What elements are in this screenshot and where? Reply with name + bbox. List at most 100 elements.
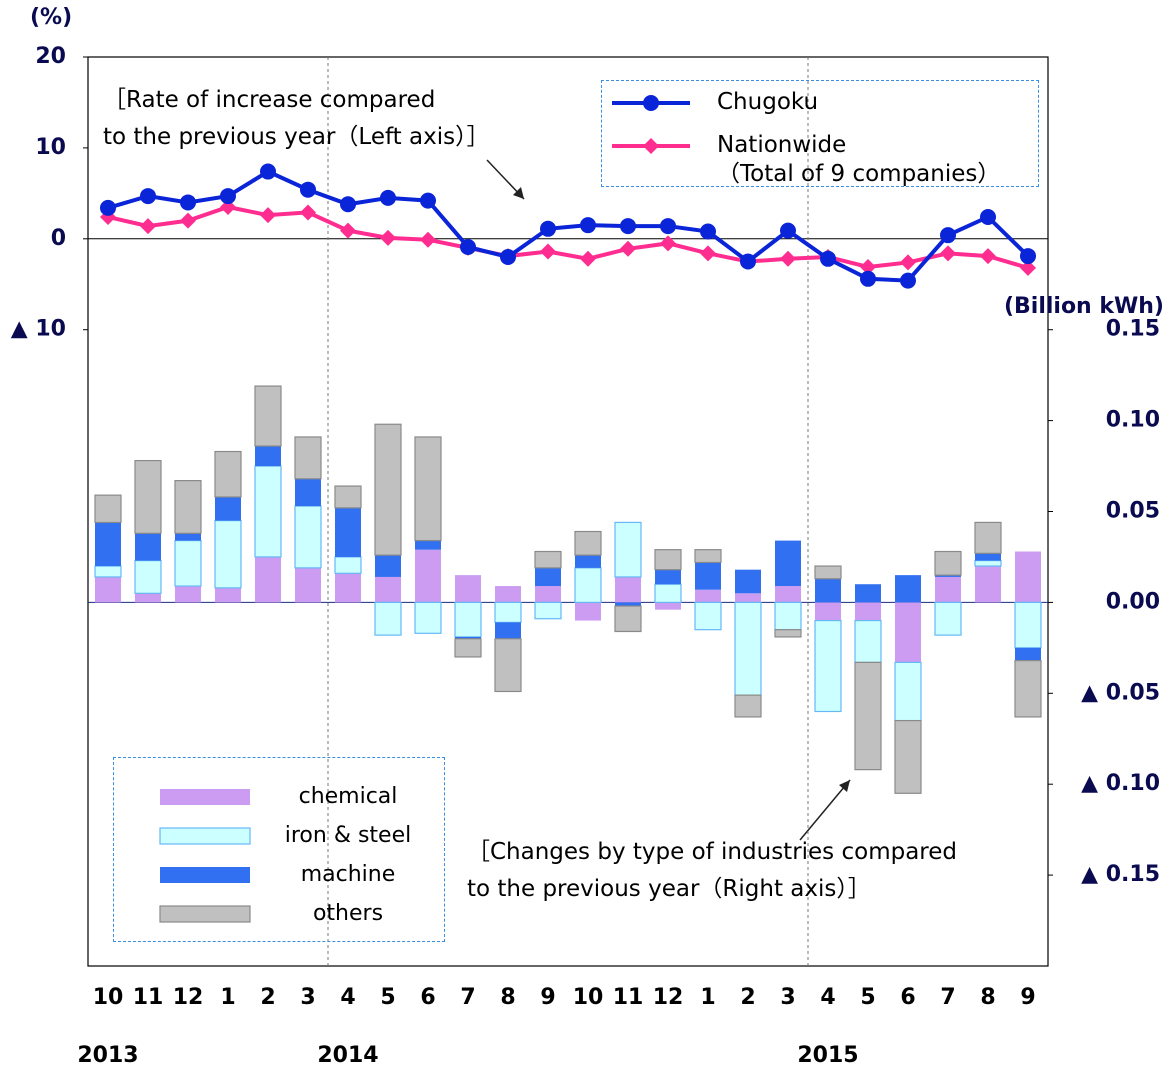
y2-tick-label: ▲ 0.10 [1081, 771, 1160, 796]
x-tick-label: 8 [500, 985, 515, 1010]
x-tick-label: 3 [300, 985, 315, 1010]
x-tick-label: 1 [220, 985, 235, 1010]
bar-segment [814, 619, 842, 713]
bar-segment [654, 549, 682, 571]
legend-label: chemical [299, 784, 398, 809]
x-tick-label: 3 [780, 985, 795, 1010]
bar-segment [934, 550, 962, 576]
y2-tick-label: 0.10 [1106, 408, 1160, 433]
bar-segment [414, 436, 442, 542]
bar-segment [574, 530, 602, 556]
bar-segment [975, 566, 1001, 603]
bar-segment [455, 636, 481, 639]
bar-segment [95, 522, 121, 567]
bar-segment [814, 565, 842, 580]
bar-segment [534, 601, 562, 620]
bar-segment [455, 575, 481, 603]
bar-segment [774, 601, 802, 631]
bar-segment [854, 619, 882, 663]
y2-tick-label: 0.05 [1106, 499, 1160, 524]
line-marker [900, 254, 916, 271]
line-marker [580, 250, 596, 267]
bar-segment [295, 567, 321, 603]
bar-segment [1015, 551, 1041, 603]
x-tick-label: 9 [1020, 985, 1035, 1010]
line-marker [380, 229, 396, 246]
bar-segment [254, 385, 282, 447]
x-tick-label: 6 [420, 985, 435, 1010]
bar-segment [334, 556, 362, 574]
line-marker [140, 218, 156, 235]
bar-segment [815, 602, 841, 621]
line-marker [700, 245, 716, 262]
bar-segment [255, 556, 281, 603]
y-tick-label: 0 [51, 226, 66, 251]
bar-segment [615, 576, 641, 603]
y2-tick-label: ▲ 0.05 [1081, 680, 1160, 705]
line-marker [260, 163, 276, 180]
bar-segment [975, 553, 1001, 561]
bar-segment [974, 559, 1002, 567]
bar-segment [615, 602, 641, 607]
line-marker [620, 218, 636, 235]
line-marker [180, 194, 196, 211]
legend-label: Chugoku [717, 89, 819, 115]
bar-segment [734, 694, 762, 718]
bar-segment [735, 569, 761, 594]
legend-label: iron & steel [285, 823, 412, 848]
line-marker [620, 240, 636, 257]
bar-segment [495, 586, 521, 603]
line-marker [380, 189, 396, 206]
bar-segment [175, 533, 201, 541]
bar-segment [94, 494, 122, 524]
legend-marker [643, 95, 659, 111]
bar-segment [415, 540, 441, 550]
y-tick-label: 20 [35, 44, 66, 69]
line-marker [740, 253, 756, 270]
x-tick-label: 10 [93, 985, 124, 1010]
bar-segment [935, 576, 961, 603]
x-tick-label: 1 [700, 985, 715, 1010]
legend-marker [643, 138, 659, 154]
x-tick-label: 11 [133, 985, 164, 1010]
bar-segment [1014, 659, 1042, 718]
legend-label: others [313, 901, 383, 926]
x-tick-label: 7 [940, 985, 955, 1010]
y-tick-label: 10 [35, 135, 66, 160]
bar-segment [695, 562, 721, 590]
bar-segment [335, 573, 361, 603]
line-marker [940, 227, 956, 244]
x-tick-label: 4 [820, 985, 835, 1010]
line-marker [860, 258, 876, 275]
y-axis-unit: (%) [30, 5, 72, 30]
line-marker [1020, 259, 1036, 276]
bar-segment [894, 661, 922, 722]
legend-label: machine [301, 862, 396, 887]
bar-segment [94, 565, 122, 578]
bar-segment [494, 638, 522, 693]
x-tick-label: 7 [460, 985, 475, 1010]
annotation-arrowhead [839, 780, 850, 792]
bar-segment [175, 586, 201, 603]
line-marker [300, 181, 316, 198]
line-marker [780, 222, 796, 239]
bar-segment [735, 593, 761, 603]
bar-legend-box [113, 757, 445, 942]
bar-segment [934, 601, 962, 636]
bar-segment [254, 465, 282, 558]
bar-segment [535, 567, 561, 587]
bar-segment [374, 601, 402, 636]
line-marker [500, 248, 516, 265]
x-tick-label: 5 [860, 985, 875, 1010]
bar-segment [1014, 601, 1042, 649]
x-tick-label: 2 [740, 985, 755, 1010]
bar-segment [855, 602, 881, 621]
bar-segment [655, 602, 681, 610]
line-marker [420, 231, 436, 248]
line-marker [460, 238, 476, 255]
line-marker [100, 199, 116, 216]
bar-segment [734, 601, 762, 696]
x-tick-label: 5 [380, 985, 395, 1010]
line-marker [700, 223, 716, 240]
